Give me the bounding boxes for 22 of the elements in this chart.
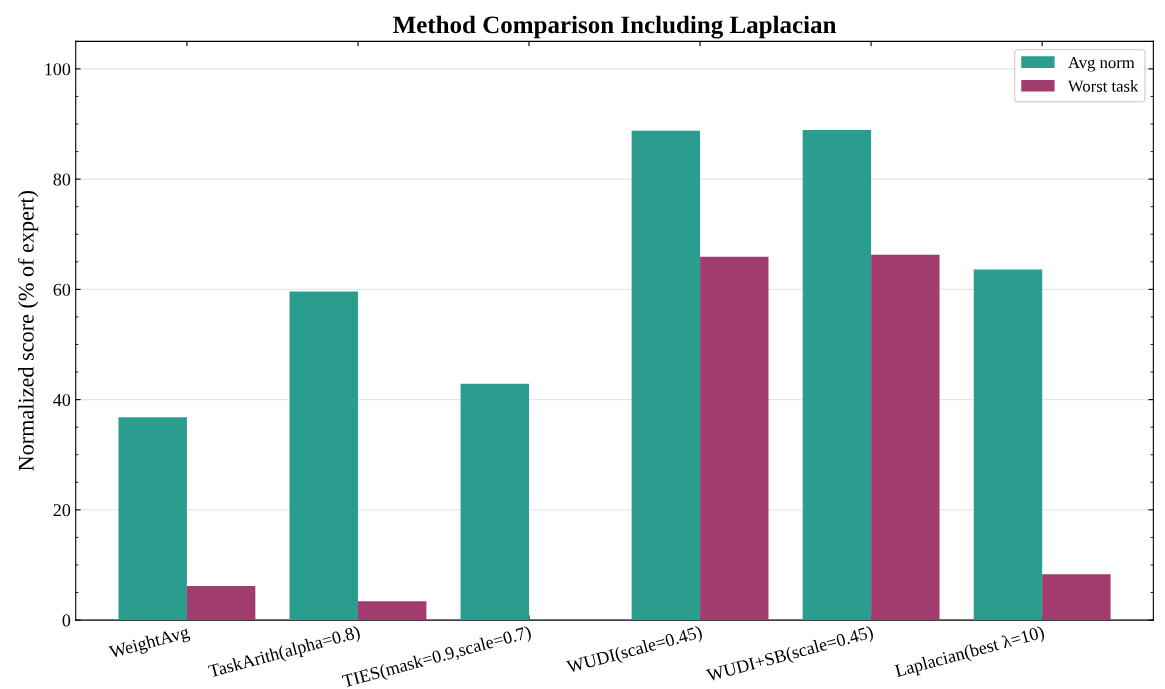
bar — [802, 130, 872, 621]
bar — [700, 256, 769, 621]
y-tick-label: 0 — [62, 614, 71, 627]
chart-title: Method Comparison Including Laplacian — [393, 15, 837, 39]
bar — [1042, 574, 1111, 621]
bar — [973, 269, 1043, 621]
bar — [871, 254, 940, 621]
bar — [289, 291, 358, 621]
x-tick-label: WeightAvg — [108, 625, 191, 662]
y-tick-label: 80 — [53, 173, 71, 186]
bar — [460, 383, 530, 621]
bar — [186, 585, 256, 621]
legend-label: Avg norm — [1068, 57, 1135, 72]
bar — [357, 601, 427, 621]
y-tick-label: 40 — [53, 393, 71, 407]
y-tick-label: 100 — [45, 63, 71, 76]
legend-label: Worst task — [1067, 80, 1139, 92]
y-tick-label: 60 — [53, 283, 71, 296]
y-tick-label: 20 — [53, 504, 71, 517]
bar — [118, 417, 187, 621]
bar — [631, 130, 701, 621]
y-axis-title: Normalized score (% of expert) — [17, 191, 39, 471]
